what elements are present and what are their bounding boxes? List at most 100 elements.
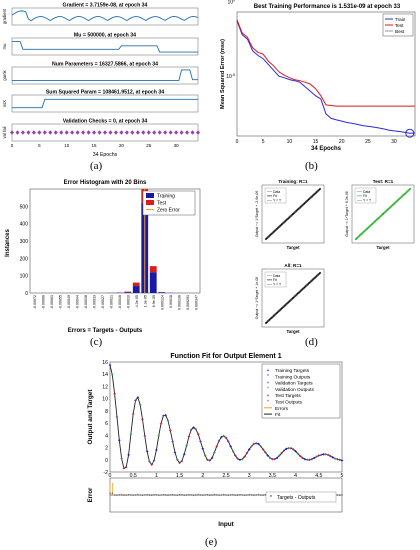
output-marker <box>137 396 139 399</box>
regression-point <box>291 212 295 216</box>
error-point <box>139 494 141 496</box>
y-tick-label: 2 <box>105 446 108 452</box>
regression-point <box>312 278 315 281</box>
legend-marker: + <box>267 393 270 399</box>
regression-point <box>297 207 300 211</box>
error-point <box>229 494 232 496</box>
y-tick-label: 6 <box>105 421 108 427</box>
regression-point <box>305 200 308 203</box>
regression-point <box>287 216 291 219</box>
error-legend-label: Targets - Outputs <box>277 495 316 501</box>
output-marker <box>248 448 250 451</box>
error-point <box>257 494 260 496</box>
output-marker <box>260 445 262 448</box>
val-check-marker <box>163 130 168 135</box>
regression-fit-line <box>355 188 411 240</box>
error-point <box>125 494 127 496</box>
regression-point <box>388 206 391 209</box>
output-marker <box>116 416 118 418</box>
regression-point <box>309 196 312 199</box>
error-point <box>132 494 134 496</box>
error-point <box>218 494 220 496</box>
output-marker <box>213 451 216 454</box>
output-marker <box>273 458 276 460</box>
regression-point <box>380 214 383 217</box>
output-marker <box>220 436 223 438</box>
val-check-marker <box>92 130 97 135</box>
subplot-frame-2 <box>11 66 199 85</box>
error-point <box>199 494 202 496</box>
regression-point <box>383 211 386 214</box>
output-marker <box>241 458 244 460</box>
regression-point <box>298 290 301 293</box>
y-tick-label: 10 <box>102 397 108 403</box>
regression-point <box>361 231 364 234</box>
regression-point <box>381 212 385 216</box>
bar-test <box>132 282 140 287</box>
y-tick-label: 400 <box>20 222 29 228</box>
regression-ylabel: Output ~= 1*Target + 6.3e-06 <box>345 191 349 236</box>
output-marker <box>188 435 190 438</box>
output-marker <box>271 458 274 460</box>
regression-point <box>310 279 314 282</box>
output-marker <box>313 457 315 459</box>
output-marker <box>227 440 230 443</box>
y-tick-label: -2 <box>103 470 108 476</box>
regression-point <box>267 319 270 322</box>
error-point <box>118 494 120 496</box>
subplot-line-1 <box>12 41 198 53</box>
error-point <box>123 494 125 496</box>
output-marker <box>329 455 332 457</box>
regression-point <box>266 236 269 239</box>
subplot-title-0: Gradient = 3.7159e-08, at epoch 34 <box>63 3 148 9</box>
regression-point <box>369 224 373 227</box>
regression-point <box>391 204 394 207</box>
x-tick-label: -0.00061 <box>50 295 54 309</box>
output-marker <box>211 457 213 459</box>
legend-marker: + <box>267 368 270 374</box>
regression-legend-label: Y = T <box>363 199 371 203</box>
regression-ylabel: Output ~= 1*Target + 1e-06 <box>255 277 259 320</box>
regression-legend-label: Data <box>273 190 280 194</box>
regression-point <box>376 217 379 221</box>
output-marker <box>146 450 148 453</box>
output-marker <box>246 452 248 454</box>
regression-point <box>313 276 316 280</box>
y-axis-label: Output and Target <box>87 389 94 445</box>
regression-point <box>268 234 272 237</box>
y-tick-label: 16 <box>102 360 108 366</box>
error-point <box>195 494 197 496</box>
output-marker <box>266 454 269 457</box>
regression-point <box>384 210 387 213</box>
regression-fit-line <box>265 188 321 240</box>
bar-training <box>132 286 140 293</box>
regression-point <box>309 280 312 283</box>
regression-point <box>295 209 299 212</box>
x-tick-label: -0.00066 <box>41 295 45 309</box>
regression-title: Test: R=1 <box>373 179 394 184</box>
output-marker <box>181 460 183 462</box>
regression-point <box>398 197 401 201</box>
regression-point <box>272 230 276 233</box>
subplot-ylabel-1: mu <box>2 43 7 49</box>
legend-label: Test <box>157 201 167 207</box>
regression-point <box>408 187 412 191</box>
regression-point <box>406 190 409 193</box>
regression-title: All: R=1 <box>284 263 302 268</box>
regression-xlabel: Target <box>286 245 300 250</box>
error-point <box>206 494 209 496</box>
regression-point <box>314 191 318 194</box>
val-check-marker <box>190 130 195 135</box>
x-tick-label: 0.000347 <box>194 295 198 310</box>
regression-point <box>402 194 405 197</box>
val-check-marker <box>20 130 25 135</box>
subplot-ylabel-3: ssX <box>2 100 7 107</box>
val-check-marker <box>141 130 146 135</box>
error-point <box>167 494 169 496</box>
error-point <box>213 494 216 496</box>
output-marker <box>308 458 311 461</box>
regression-plots-panel: Training: R=1 Target Output ~= 1*Target + … <box>255 179 415 334</box>
output-marker <box>297 452 299 455</box>
regression-point <box>372 221 375 224</box>
regression-point <box>316 274 319 277</box>
